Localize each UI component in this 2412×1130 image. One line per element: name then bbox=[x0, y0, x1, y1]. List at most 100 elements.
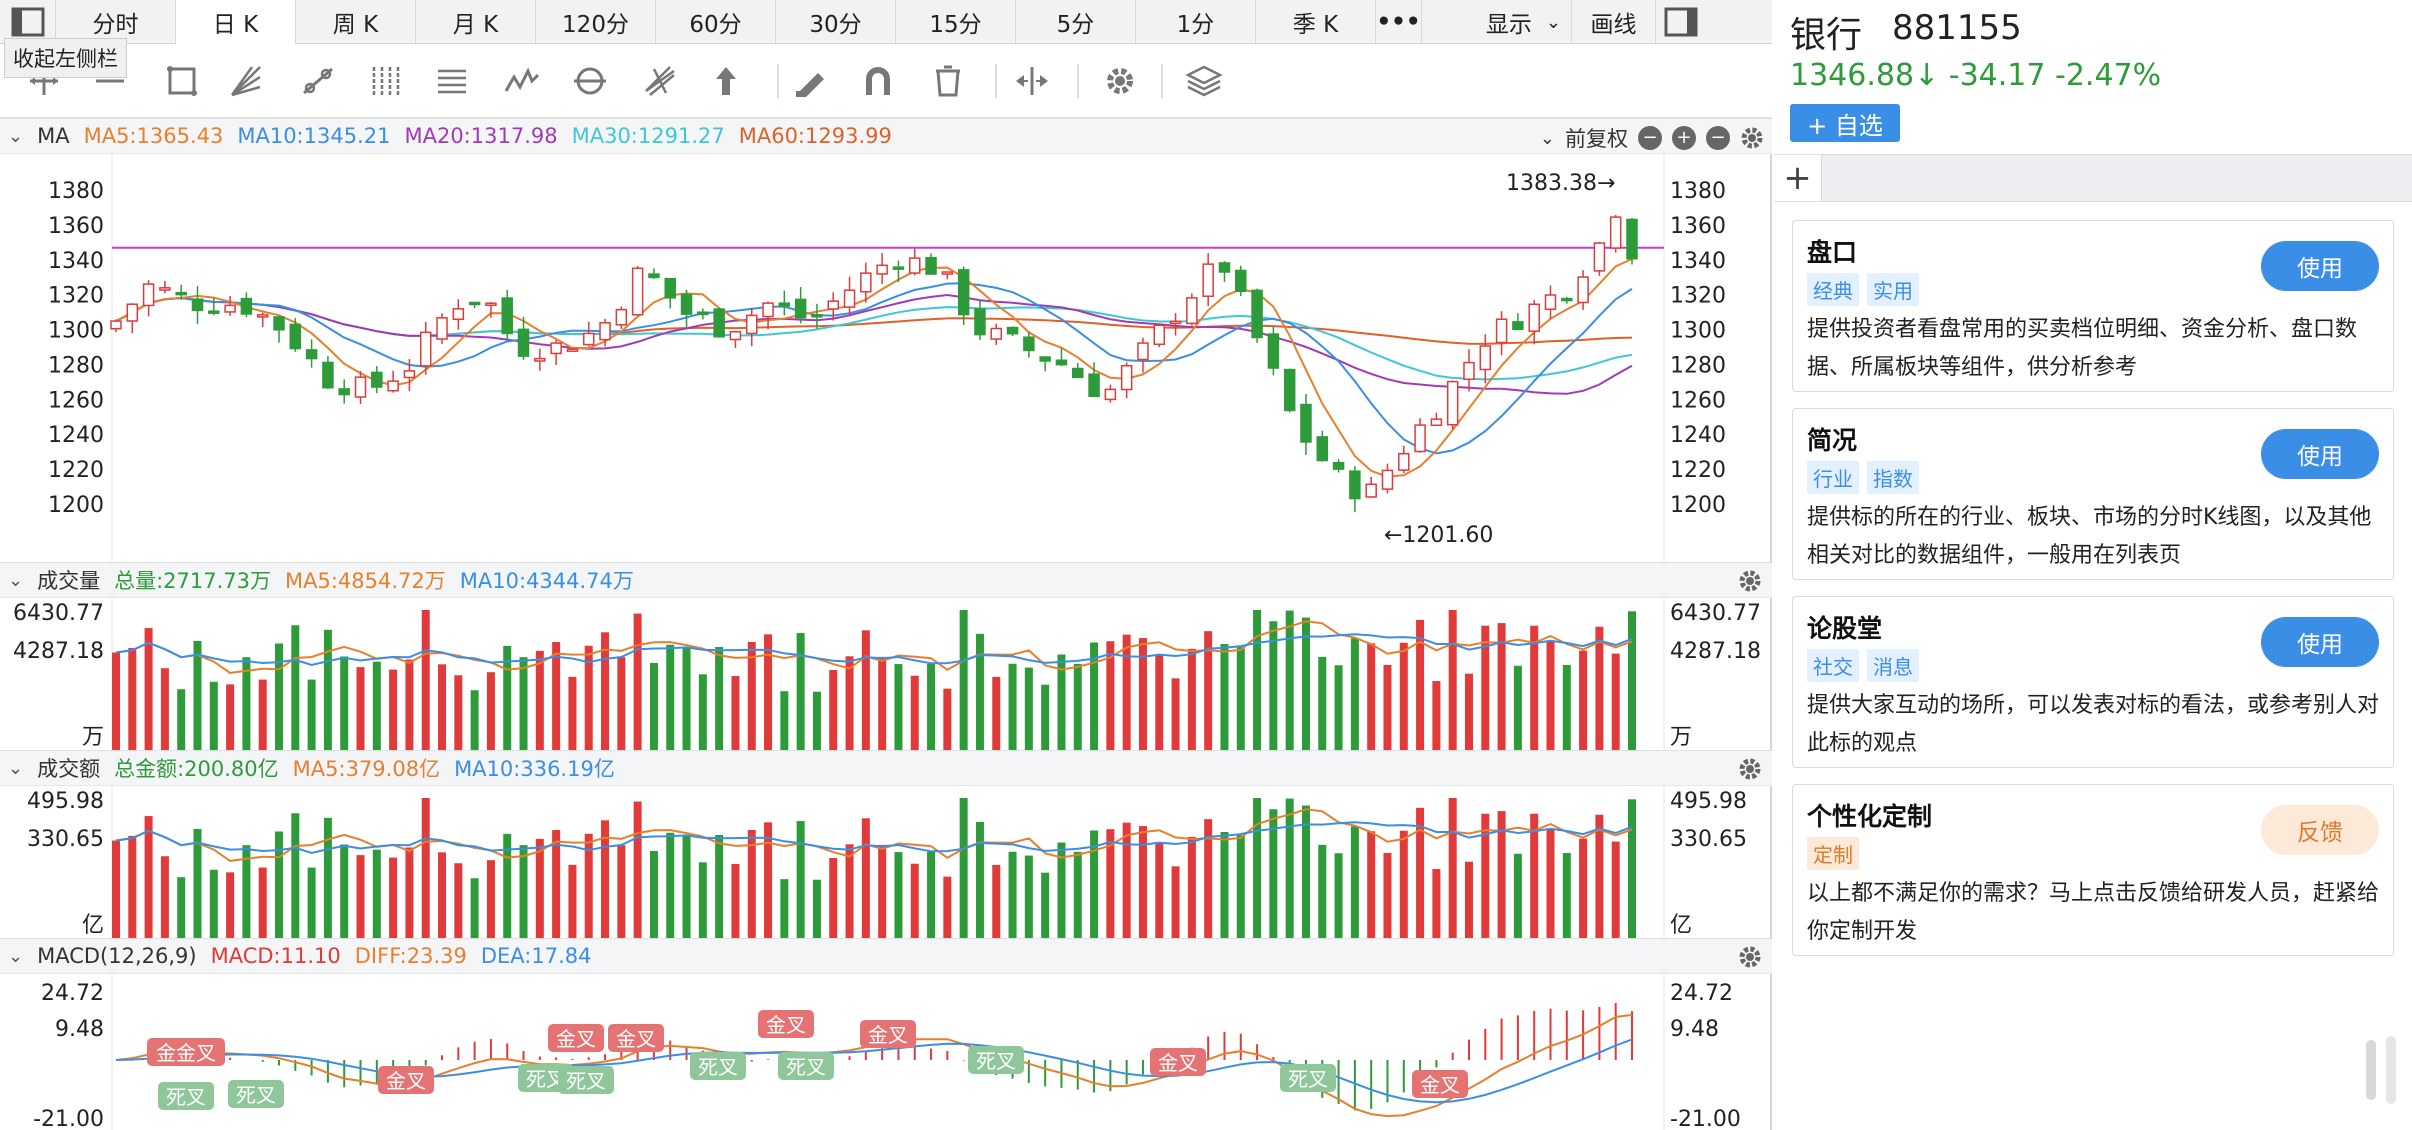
panel-toggle-button[interactable] bbox=[1656, 0, 1706, 44]
badge-label: 死叉 bbox=[698, 1055, 738, 1079]
volume-bar bbox=[552, 642, 561, 750]
candle-body bbox=[1495, 318, 1508, 344]
more-periods-button[interactable]: ••• bbox=[1376, 0, 1422, 44]
price-change-pct: -2.47% bbox=[2055, 58, 2162, 93]
draw-line-button[interactable]: 画线 bbox=[1572, 0, 1656, 44]
volume-bar bbox=[1041, 684, 1050, 750]
add-tab-icon[interactable]: + bbox=[1774, 155, 1822, 201]
price-axis-right-label: 1220 bbox=[1670, 458, 1726, 483]
quote-line: 1346.88↓ -34.17 -2.47% bbox=[1790, 58, 2161, 93]
volume-bar bbox=[568, 676, 577, 750]
feedback-button[interactable]: 反馈 bbox=[2261, 805, 2379, 855]
axis-unit-label: 亿 bbox=[82, 913, 104, 938]
card-tag: 社交 bbox=[1807, 649, 1859, 682]
tab-period-2[interactable]: 周 K bbox=[296, 0, 416, 44]
arrow-up-icon[interactable] bbox=[716, 67, 736, 95]
candle-body bbox=[338, 388, 350, 396]
candle-body bbox=[419, 331, 432, 367]
candle-body bbox=[827, 300, 839, 310]
candle-body bbox=[599, 322, 611, 341]
volume-bar bbox=[943, 688, 952, 750]
chevron-down-icon[interactable]: ⌄ bbox=[8, 125, 24, 147]
tab-period-3[interactable]: 月 K bbox=[416, 0, 536, 44]
axis-top-label: 6430.77 bbox=[13, 601, 104, 626]
tab-period-1[interactable]: 日 K bbox=[176, 0, 296, 44]
diff-value: DIFF:23.39 bbox=[354, 944, 467, 968]
amount-chart[interactable]: 495.98 330.65 亿 495.98 330.65 亿 bbox=[0, 786, 1772, 938]
wave-icon[interactable] bbox=[504, 67, 540, 92]
volume-bar bbox=[992, 864, 1001, 938]
tab-period-9[interactable]: 1分 bbox=[1136, 0, 1256, 44]
tab-period-0[interactable]: 分时 bbox=[56, 0, 176, 44]
rect-icon[interactable] bbox=[167, 66, 197, 96]
candle-body bbox=[159, 287, 171, 291]
minus-circle-icon[interactable]: − bbox=[1706, 126, 1730, 150]
candle-body bbox=[1626, 218, 1638, 260]
chevron-down-icon[interactable]: ⌄ bbox=[8, 945, 24, 967]
add-watchlist-button[interactable]: + 自选 bbox=[1790, 104, 1900, 142]
tab-period-5[interactable]: 60分 bbox=[656, 0, 776, 44]
channel-icon[interactable] bbox=[372, 67, 400, 95]
eraser-icon[interactable] bbox=[796, 73, 824, 97]
axis-unit-label: 万 bbox=[82, 725, 104, 750]
volume-bar bbox=[1579, 650, 1588, 750]
plus-circle-icon[interactable]: + bbox=[1672, 126, 1696, 150]
minus-circle-icon[interactable]: − bbox=[1638, 126, 1662, 150]
price-axis-left-label: 1240 bbox=[48, 423, 104, 448]
magnet-icon[interactable] bbox=[866, 67, 890, 95]
volume-bar bbox=[943, 876, 952, 938]
price-axis-right-label: 1260 bbox=[1670, 388, 1726, 413]
fit-icon[interactable] bbox=[1016, 67, 1048, 95]
fib-icon[interactable] bbox=[645, 66, 675, 96]
volume-bar bbox=[959, 798, 968, 938]
scrollbar-handle[interactable] bbox=[2364, 1034, 2400, 1106]
candlestick-chart[interactable]: 1380 1380 1360 1360 1340 1340 1320 1320 1300 1300… bbox=[0, 154, 1772, 562]
adjust-mode-select[interactable]: 前复权 bbox=[1565, 127, 1628, 151]
volume-pane-header: ⌄ 成交量 总量:2717.73万 MA5:4854.72万 MA10:4344… bbox=[0, 562, 1772, 598]
price-axis-right-label: 1240 bbox=[1670, 423, 1726, 448]
layers-icon[interactable] bbox=[1185, 65, 1223, 97]
macd-axis-mid: 9.48 bbox=[1670, 1017, 1719, 1042]
tab-period-4[interactable]: 120分 bbox=[536, 0, 656, 44]
chevron-down-icon[interactable]: ⌄ bbox=[1539, 127, 1555, 149]
candle-body bbox=[794, 298, 807, 319]
badge-bg bbox=[158, 1082, 214, 1110]
trash-icon[interactable] bbox=[936, 65, 960, 97]
macd-chart[interactable]: 24.729.48-21.0024.729.48-21.00金金叉死叉 死叉金叉死… bbox=[0, 974, 1772, 1130]
tab-period-7[interactable]: 15分 bbox=[896, 0, 1016, 44]
gear-icon[interactable] bbox=[1738, 945, 1762, 969]
golden-cross-badge: 金叉 bbox=[1412, 1070, 1468, 1098]
tab-period-10[interactable]: 季 K bbox=[1256, 0, 1376, 44]
badge-label: 金金叉 bbox=[156, 1041, 216, 1065]
tab-period-8[interactable]: 5分 bbox=[1016, 0, 1136, 44]
use-button[interactable]: 使用 bbox=[2261, 429, 2379, 479]
volume-chart[interactable]: 6430.77 4287.18 万 6430.77 4287.18 万 bbox=[0, 598, 1772, 750]
text-icon[interactable] bbox=[438, 69, 466, 94]
gear-icon[interactable] bbox=[1740, 126, 1764, 150]
volume-bar bbox=[812, 691, 821, 750]
price-axis-right-label: 1340 bbox=[1670, 249, 1726, 274]
sidebar-toggle-button[interactable] bbox=[0, 0, 56, 44]
volume-bar bbox=[812, 879, 821, 938]
segment-icon[interactable] bbox=[303, 67, 333, 95]
candle-body bbox=[208, 310, 220, 314]
use-button[interactable]: 使用 bbox=[2261, 241, 2379, 291]
gear-icon[interactable] bbox=[1738, 569, 1762, 593]
price-axis-right-label: 1380 bbox=[1670, 179, 1726, 204]
fan-icon[interactable] bbox=[230, 66, 261, 97]
badge-bg bbox=[1150, 1048, 1206, 1076]
card-description: 提供大家互动的场所，可以发表对标的看法，或参考别人对此标的观点 bbox=[1807, 693, 2380, 756]
gear-icon[interactable] bbox=[1738, 757, 1762, 781]
card-tags: 行业 指数 bbox=[1807, 461, 1919, 494]
tab-period-6[interactable]: 30分 bbox=[776, 0, 896, 44]
chevron-down-icon[interactable]: ⌄ bbox=[8, 757, 24, 779]
volume-bar bbox=[910, 863, 919, 938]
display-dropdown[interactable]: 显示 ⌄ bbox=[1422, 0, 1572, 44]
use-button[interactable]: 使用 bbox=[2261, 617, 2379, 667]
volume-bar bbox=[1008, 663, 1017, 750]
cycle-icon[interactable] bbox=[574, 67, 606, 95]
volume-bar bbox=[1350, 638, 1359, 750]
chevron-down-icon[interactable]: ⌄ bbox=[8, 569, 24, 591]
settings-icon[interactable] bbox=[1107, 68, 1133, 94]
